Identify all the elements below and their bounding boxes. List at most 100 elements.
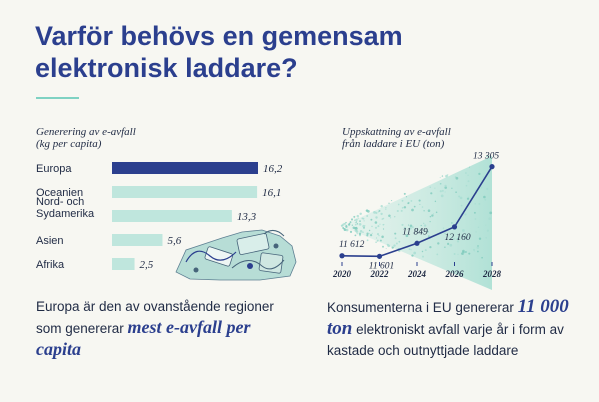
- series-point-label-0: 11 612: [339, 240, 365, 250]
- wedge-dot: [429, 215, 432, 218]
- series-point-label-2: 11 849: [402, 227, 428, 237]
- wedge-dot: [395, 242, 398, 245]
- wedge-dot: [444, 232, 446, 234]
- bar-category-label-3: Asien: [36, 235, 64, 247]
- wedge-dot: [355, 221, 358, 223]
- wedge-dot: [477, 250, 479, 253]
- bar-chart: Europa 16,2 Oceanien 16,1 Nord- ochSydamerik…: [36, 162, 283, 271]
- wedge-dot: [401, 206, 404, 209]
- wedge-dot: [467, 174, 469, 176]
- page-title: Varför behövs en gemensam elektronisk la…: [35, 21, 403, 83]
- wedge-dot: [423, 210, 425, 212]
- wedge-dot: [462, 229, 465, 232]
- wedge-dot: [465, 184, 468, 187]
- wedge-dot: [456, 240, 460, 243]
- wedge-dot: [385, 208, 387, 210]
- wedge-dot: [391, 200, 393, 202]
- line-caption-text-end: elektroniskt avfall varje år i form av k…: [327, 322, 564, 358]
- wedge-dot: [462, 249, 465, 253]
- wedge-dot: [350, 218, 354, 221]
- wedge-dot: [415, 228, 417, 230]
- wedge-dot: [462, 253, 464, 255]
- wedge-dot: [439, 177, 441, 179]
- wedge-dot: [427, 209, 431, 212]
- wedge-dot: [467, 180, 470, 183]
- wedge-dot: [424, 249, 427, 252]
- wedge-dot: [435, 211, 438, 214]
- wedge-dot: [345, 228, 349, 232]
- bar-4: [112, 258, 135, 270]
- wedge-dot: [464, 213, 467, 216]
- bar-value-label-2: 13,3: [237, 211, 257, 223]
- wedge-dot: [379, 239, 382, 242]
- wedge-dot: [397, 203, 400, 206]
- series-point-1: [376, 253, 383, 259]
- wedge-dot: [374, 226, 378, 229]
- wedge-dot: [381, 235, 384, 239]
- wedge-dot: [355, 218, 358, 221]
- wedge-dot: [388, 202, 390, 204]
- wedge-dot: [401, 223, 404, 226]
- wedge-dot: [439, 190, 442, 193]
- wedge-dot: [393, 244, 396, 247]
- bar-1: [112, 186, 258, 198]
- series-point-label-4: 13 305: [473, 152, 499, 162]
- line-caption-highlight: 11 000 ton: [327, 296, 569, 339]
- wedge-dot: [380, 212, 383, 216]
- wedge-dot: [411, 225, 414, 229]
- wedge-dot: [358, 222, 362, 226]
- e-waste-pile-illustration: [175, 229, 297, 281]
- wedge-dot: [434, 187, 436, 189]
- wedge-dot: [418, 199, 421, 202]
- wedge-dot: [394, 237, 397, 240]
- wedge-dot: [354, 223, 357, 226]
- bar-2: [112, 210, 232, 222]
- wedge-dot: [486, 187, 489, 191]
- wedge-dot: [458, 195, 461, 198]
- wedge-dot: [422, 222, 425, 225]
- x-tick-label-4: 2028: [482, 269, 502, 279]
- series-point-label-1: 11 601: [369, 261, 394, 271]
- wedge-dot: [407, 224, 410, 226]
- wedge-dot: [434, 200, 437, 203]
- wedge-dot: [407, 202, 410, 205]
- wedge-dot: [489, 211, 493, 215]
- wedge-dot: [478, 202, 481, 205]
- wedge-dot: [377, 225, 380, 228]
- wedge-dot: [474, 218, 477, 220]
- wedge-dot: [405, 234, 409, 238]
- bar-value-label-3: 5,6: [167, 235, 181, 247]
- wedge-dot: [478, 172, 481, 176]
- wedge-dot: [410, 199, 413, 202]
- wedge-dot: [385, 206, 387, 209]
- wedge-dot: [475, 231, 477, 233]
- wedge-dot: [378, 209, 381, 212]
- wedge-dot: [460, 204, 463, 207]
- bar-0: [112, 162, 258, 174]
- wedge-dot: [489, 155, 492, 157]
- wedge-dot: [396, 209, 399, 213]
- wedge-dot: [420, 224, 422, 227]
- wedge-dot: [357, 217, 359, 219]
- wedge-dot: [349, 221, 352, 224]
- wedge-dot: [375, 241, 377, 244]
- wedge-dot: [354, 227, 357, 230]
- wedge-dot: [381, 218, 383, 220]
- wedge-dot: [356, 214, 360, 218]
- series-point-2: [414, 240, 420, 246]
- bar-value-label-4: 2,5: [140, 259, 154, 271]
- wedge-dot: [403, 192, 406, 195]
- wedge-dot: [444, 186, 447, 189]
- wedge-dot: [345, 221, 347, 224]
- wedge-dot: [382, 223, 385, 226]
- wedge-dot: [362, 224, 366, 228]
- series-point-0: [339, 253, 345, 259]
- wedge-dot: [482, 176, 484, 178]
- wedge-dot: [354, 219, 356, 221]
- wedge-dot: [459, 196, 463, 200]
- wedge-dot: [376, 233, 380, 236]
- wedge-dot: [451, 222, 453, 224]
- wedge-dot: [391, 246, 394, 249]
- wedge-dot: [423, 224, 427, 227]
- series-point-4: [489, 164, 495, 170]
